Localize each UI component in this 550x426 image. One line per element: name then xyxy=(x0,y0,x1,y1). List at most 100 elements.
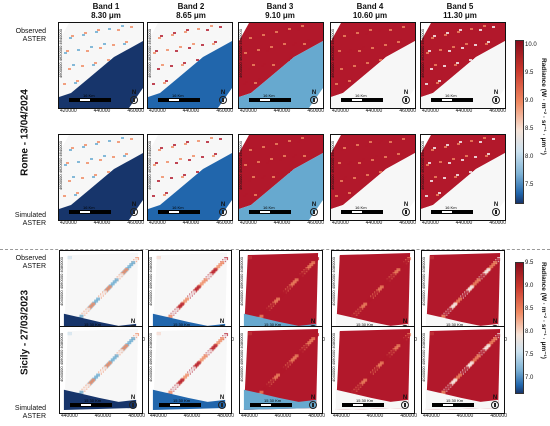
compass-rose-icon xyxy=(219,208,227,216)
north-label: N xyxy=(131,202,137,208)
scale-bar-graphic xyxy=(69,210,111,214)
x-tick-label: 420000 xyxy=(149,220,166,226)
scale-bar: 15 30 Km xyxy=(159,398,201,407)
scale-bar: 16 Km xyxy=(69,205,111,214)
north-label: N xyxy=(219,395,225,401)
sicily-simulated-label: Simulated ASTER xyxy=(14,405,46,420)
x-tick-label: 420000 xyxy=(60,220,77,226)
north-arrow-icon: N xyxy=(128,395,138,409)
x-tick-label: 420000 xyxy=(422,108,439,114)
band-2-header: Band 2 8.65 μm xyxy=(147,2,235,20)
band-wavelength: 8.30 μm xyxy=(91,11,121,20)
y-axis-ticks: 4600000 4620000 4640000 xyxy=(238,141,243,190)
y-axis-ticks: 4040000 4060000 4080000 xyxy=(331,333,336,382)
north-arrow-icon: N xyxy=(401,202,411,216)
x-tick-label: 440000 xyxy=(455,220,473,226)
x-axis-ticks: 440000 460000 480000 xyxy=(61,413,145,419)
rome-colorbar-gradient xyxy=(515,40,524,204)
x-tick-label: 440000 xyxy=(273,108,291,114)
compass-rose-icon xyxy=(492,208,500,216)
scale-bar-graphic xyxy=(158,210,200,214)
x-tick-label: 440000 xyxy=(365,108,383,114)
north-arrow-icon: N xyxy=(308,395,318,409)
north-label: N xyxy=(310,395,316,401)
rome-title: Rome - 13/04/2024 xyxy=(19,89,31,176)
sicily-simulated-band-5-map: 4040000 4060000 4080000 15 30 Km N xyxy=(421,326,505,414)
x-axis-ticks: 440000 460000 480000 xyxy=(150,413,234,419)
x-axis-ticks: 420000 440000 460000 xyxy=(240,108,324,114)
y-axis-ticks: 4040000 4060000 4080000 xyxy=(421,333,426,382)
scale-bar-text: 15 30 Km xyxy=(446,398,464,403)
north-arrow-icon: N xyxy=(218,90,228,104)
scale-bar-graphic xyxy=(159,403,201,407)
y-axis-ticks: 4600000 4620000 4640000 xyxy=(238,29,243,78)
y-axis-ticks: 4040000 4060000 4080000 xyxy=(239,333,244,382)
y-axis-ticks: 4600000 4620000 4640000 xyxy=(420,141,425,190)
scale-bar-text: 16 Km xyxy=(83,93,95,98)
scale-bar-graphic xyxy=(341,210,383,214)
north-label: N xyxy=(402,395,408,401)
x-axis-ticks: 420000 440000 460000 xyxy=(422,108,506,114)
x-tick-label: 480000 xyxy=(490,413,507,419)
radiance-map-image xyxy=(239,23,323,108)
x-tick-label: 420000 xyxy=(422,220,439,226)
scale-bar: 15 30 Km xyxy=(432,398,474,407)
rome-cbar-tick: 9.5 xyxy=(525,70,534,76)
north-arrow-icon: N xyxy=(218,202,228,216)
radiance-map-image xyxy=(63,329,140,410)
scale-bar-text: 15 30 Km xyxy=(84,322,102,327)
x-tick-label: 480000 xyxy=(217,413,234,419)
x-axis-ticks: 420000 440000 460000 xyxy=(149,220,233,226)
x-axis-ticks: 420000 440000 460000 xyxy=(149,108,233,114)
x-tick-label: 420000 xyxy=(240,220,257,226)
north-label: N xyxy=(402,319,408,325)
rome-simulated-band-5-map: 4600000 4620000 4640000 16 Km N xyxy=(420,134,506,221)
scale-bar: 16 Km xyxy=(341,205,383,214)
rome-simulated-band-3-map: 4600000 4620000 4640000 16 Km N xyxy=(238,134,324,221)
north-arrow-icon: N xyxy=(309,90,319,104)
north-label: N xyxy=(403,90,409,96)
scale-bar-text: 15 30 Km xyxy=(173,322,191,327)
north-label: N xyxy=(130,395,136,401)
sicily-colorbar-label: Radiance (W · m⁻² · sr⁻¹ · μm⁻¹) xyxy=(540,262,547,359)
scale-bar-text: 16 Km xyxy=(263,205,275,210)
sicily-simulated-band-1-map: 4040000 4060000 4080000 15 30 Km N xyxy=(59,326,143,414)
scale-bar: 15 30 Km xyxy=(250,398,292,407)
x-tick-label: 460000 xyxy=(274,413,292,419)
scale-bar: 16 Km xyxy=(341,93,383,102)
x-tick-label: 460000 xyxy=(127,220,144,226)
radiance-map-image xyxy=(421,23,505,108)
rome-cbar-tick: 7.5 xyxy=(525,182,534,188)
rome-simulated-band-1-map: 4600000 4620000 4640000 16 Km N xyxy=(58,134,144,221)
y-axis-ticks: 4600000 4620000 4640000 xyxy=(58,29,63,78)
radiance-map-image xyxy=(148,135,232,220)
rome-colorbar-label: Radiance (W · m⁻² · sr⁻¹ · μm⁻¹) xyxy=(540,58,547,155)
sicily-cbar-tick: 9.5 xyxy=(525,260,534,266)
x-tick-label: 420000 xyxy=(332,108,349,114)
section-divider xyxy=(0,249,550,250)
x-tick-label: 420000 xyxy=(149,108,166,114)
radiance-map-image xyxy=(239,135,323,220)
sicily-cbar-tick: 9.0 xyxy=(525,283,534,289)
x-tick-label: 420000 xyxy=(332,220,349,226)
sicily-observed-band-3-map: 4040000 4060000 4080000 15 30 Km N xyxy=(239,250,323,338)
x-axis-ticks: 420000 440000 460000 xyxy=(422,220,506,226)
x-tick-label: 460000 xyxy=(94,413,112,419)
x-tick-label: 460000 xyxy=(456,413,474,419)
scale-bar-graphic xyxy=(250,403,292,407)
scale-bar-text: 15 30 Km xyxy=(264,322,282,327)
band-name: Band 3 xyxy=(266,2,294,11)
sicily-colorbar-gradient xyxy=(515,262,524,394)
scale-bar-graphic xyxy=(70,403,112,407)
x-tick-label: 460000 xyxy=(307,108,324,114)
north-arrow-icon: N xyxy=(491,90,501,104)
x-tick-label: 440000 xyxy=(273,220,291,226)
scale-bar-text: 16 Km xyxy=(83,205,95,210)
band-name: Band 2 xyxy=(177,2,205,11)
x-tick-label: 460000 xyxy=(489,220,506,226)
north-label: N xyxy=(492,319,498,325)
rome-cbar-tick: 8.5 xyxy=(525,126,534,132)
x-tick-label: 460000 xyxy=(366,413,384,419)
compass-rose-icon xyxy=(219,96,227,104)
scale-bar: 16 Km xyxy=(69,93,111,102)
